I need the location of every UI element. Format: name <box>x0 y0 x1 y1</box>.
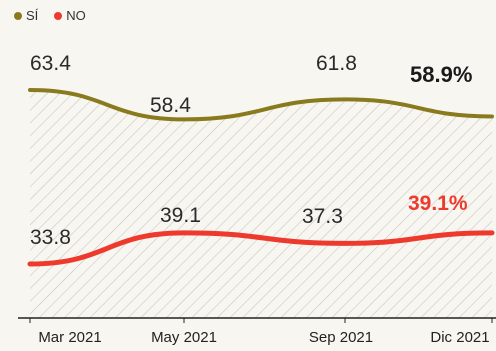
x-tick-label: Dic 2021 <box>430 329 489 346</box>
data-label-si: 58.4 <box>150 94 191 117</box>
data-label-no: 39.1% <box>408 192 468 215</box>
x-tick-label: Sep 2021 <box>309 329 373 346</box>
data-label-no: 39.1 <box>160 204 201 227</box>
legend-item-no: NO <box>54 8 86 23</box>
data-label-si: 63.4 <box>30 52 71 75</box>
series-line-no <box>27 230 495 267</box>
x-tick-label: Mar 2021 <box>38 329 101 346</box>
x-tick-label: May 2021 <box>151 329 217 346</box>
legend-dot-si <box>14 11 22 20</box>
legend-label-no: NO <box>66 8 86 23</box>
hatched-area <box>30 90 492 318</box>
legend-item-si: SÍ <box>14 8 38 23</box>
series-line-si <box>28 88 494 122</box>
data-label-no: 37.3 <box>302 205 343 228</box>
data-label-si: 58.9% <box>410 62 472 87</box>
data-label-si: 61.8 <box>316 52 357 75</box>
legend: SÍ NO <box>14 8 86 23</box>
data-label-no: 33.8 <box>30 226 71 249</box>
legend-dot-no <box>54 11 63 20</box>
legend-label-si: SÍ <box>26 8 39 23</box>
